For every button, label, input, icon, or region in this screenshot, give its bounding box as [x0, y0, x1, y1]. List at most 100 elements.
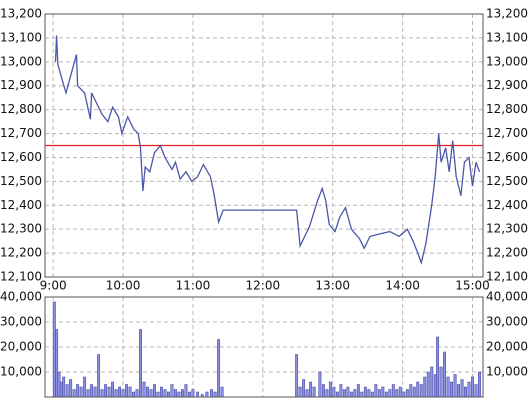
- volume-bar: [104, 384, 108, 398]
- y-tick-label: 12,100: [0, 270, 42, 284]
- volume-bar: [177, 391, 181, 398]
- volume-bar: [111, 381, 115, 398]
- volume-bar: [125, 384, 128, 398]
- volume-bar: [374, 384, 378, 398]
- volume-bar: [409, 384, 413, 398]
- y-tick-label: 12,400: [0, 198, 42, 212]
- y-tick-label: 12,500: [0, 174, 42, 188]
- volume-bar: [416, 381, 420, 398]
- volume-bar: [384, 391, 388, 398]
- volume-bar: [59, 381, 63, 398]
- volume-bar: [332, 386, 336, 398]
- volume-bar: [419, 384, 423, 398]
- volume-bar: [114, 389, 118, 398]
- volume-bar: [360, 391, 364, 398]
- y-tick-label: 10,000: [0, 365, 42, 379]
- volume-bar: [97, 354, 101, 398]
- volume-bar: [402, 391, 406, 398]
- volume-bar: [69, 379, 73, 398]
- volume-bar: [453, 374, 457, 398]
- volume-bar: [391, 384, 395, 398]
- y-tick-label-right: 13,100: [486, 30, 528, 44]
- volume-bar: [76, 384, 80, 398]
- volume-bar: [220, 386, 224, 398]
- volume-bar: [83, 376, 87, 398]
- volume-bar: [156, 391, 160, 398]
- volume-bar: [100, 389, 104, 398]
- volume-bar: [181, 389, 184, 398]
- volume-bar: [325, 389, 329, 398]
- volume-bar: [318, 371, 322, 398]
- y-tick-label-right: 12,200: [486, 246, 528, 260]
- volume-bar: [339, 384, 343, 398]
- volume-bar: [370, 391, 374, 398]
- volume-bar: [363, 386, 367, 398]
- volume-bar: [405, 389, 409, 398]
- volume-bar: [398, 386, 402, 398]
- volume-bar: [298, 386, 302, 398]
- y-tick-label: 13,100: [0, 30, 42, 44]
- x-tick-label: 11:00: [176, 279, 211, 293]
- volume-bar: [187, 391, 191, 398]
- volume-bar: [342, 389, 346, 398]
- volume-bar: [335, 391, 339, 398]
- y-tick-label-right: 40,000: [486, 290, 528, 304]
- y-tick-label: 13,200: [0, 7, 42, 21]
- volume-bar: [170, 384, 174, 398]
- volume-bar: [321, 384, 325, 398]
- volume-bar: [443, 351, 447, 398]
- y-tick-label: 12,300: [0, 222, 42, 236]
- volume-bar: [146, 386, 149, 398]
- volume-bar: [121, 389, 125, 398]
- volume-bar: [139, 329, 142, 398]
- y-tick-label-right: 12,100: [486, 270, 528, 284]
- volume-bar: [196, 391, 200, 398]
- volume-bar: [205, 391, 209, 398]
- x-tick-label: 9:00: [40, 279, 67, 293]
- volume-bar: [328, 381, 332, 398]
- y-tick-label-right: 30,000: [486, 315, 528, 329]
- x-tick-label: 15:00: [455, 279, 490, 293]
- volume-bar: [217, 339, 221, 398]
- y-tick-label: 40,000: [0, 290, 42, 304]
- volume-bar: [305, 389, 309, 398]
- volume-bar: [464, 386, 467, 398]
- volume-bar: [388, 389, 392, 398]
- volume-bar: [86, 389, 90, 398]
- volume-bar: [213, 391, 217, 398]
- volume-bar: [107, 386, 111, 398]
- volume-bar: [62, 376, 66, 398]
- volume-bar: [356, 384, 360, 398]
- volume-bar: [471, 376, 474, 398]
- y-tick-label-right: 13,200: [486, 7, 528, 21]
- volume-bar: [210, 389, 214, 398]
- volume-bar: [160, 386, 163, 398]
- volume-bar: [135, 389, 139, 398]
- volume-bar: [312, 386, 316, 398]
- y-tick-label: 30,000: [0, 315, 42, 329]
- y-tick-label-right: 12,900: [486, 78, 528, 92]
- volume-bar: [52, 301, 56, 398]
- volume-bar: [79, 386, 83, 398]
- y-tick-label-right: 20,000: [486, 340, 528, 354]
- volume-bar: [381, 386, 385, 398]
- volume-bar: [191, 389, 195, 398]
- volume-bar: [163, 389, 167, 398]
- y-tick-label-right: 13,000: [486, 54, 528, 68]
- volume-bar: [55, 329, 59, 398]
- volume-bar: [153, 384, 156, 398]
- y-tick-label: 12,200: [0, 246, 42, 260]
- y-tick-label: 20,000: [0, 340, 42, 354]
- volume-bar: [377, 389, 381, 398]
- volume-bar: [149, 389, 153, 398]
- y-tick-label: 12,900: [0, 78, 42, 92]
- y-tick-label-right: 12,700: [486, 126, 528, 140]
- y-tick-label: 12,600: [0, 150, 42, 164]
- volume-bar: [478, 371, 481, 398]
- volume-bar: [423, 376, 427, 398]
- volume-bar: [90, 384, 94, 398]
- volume-bar: [439, 366, 443, 398]
- volume-bar: [142, 381, 146, 398]
- x-tick-label: 14:00: [385, 279, 420, 293]
